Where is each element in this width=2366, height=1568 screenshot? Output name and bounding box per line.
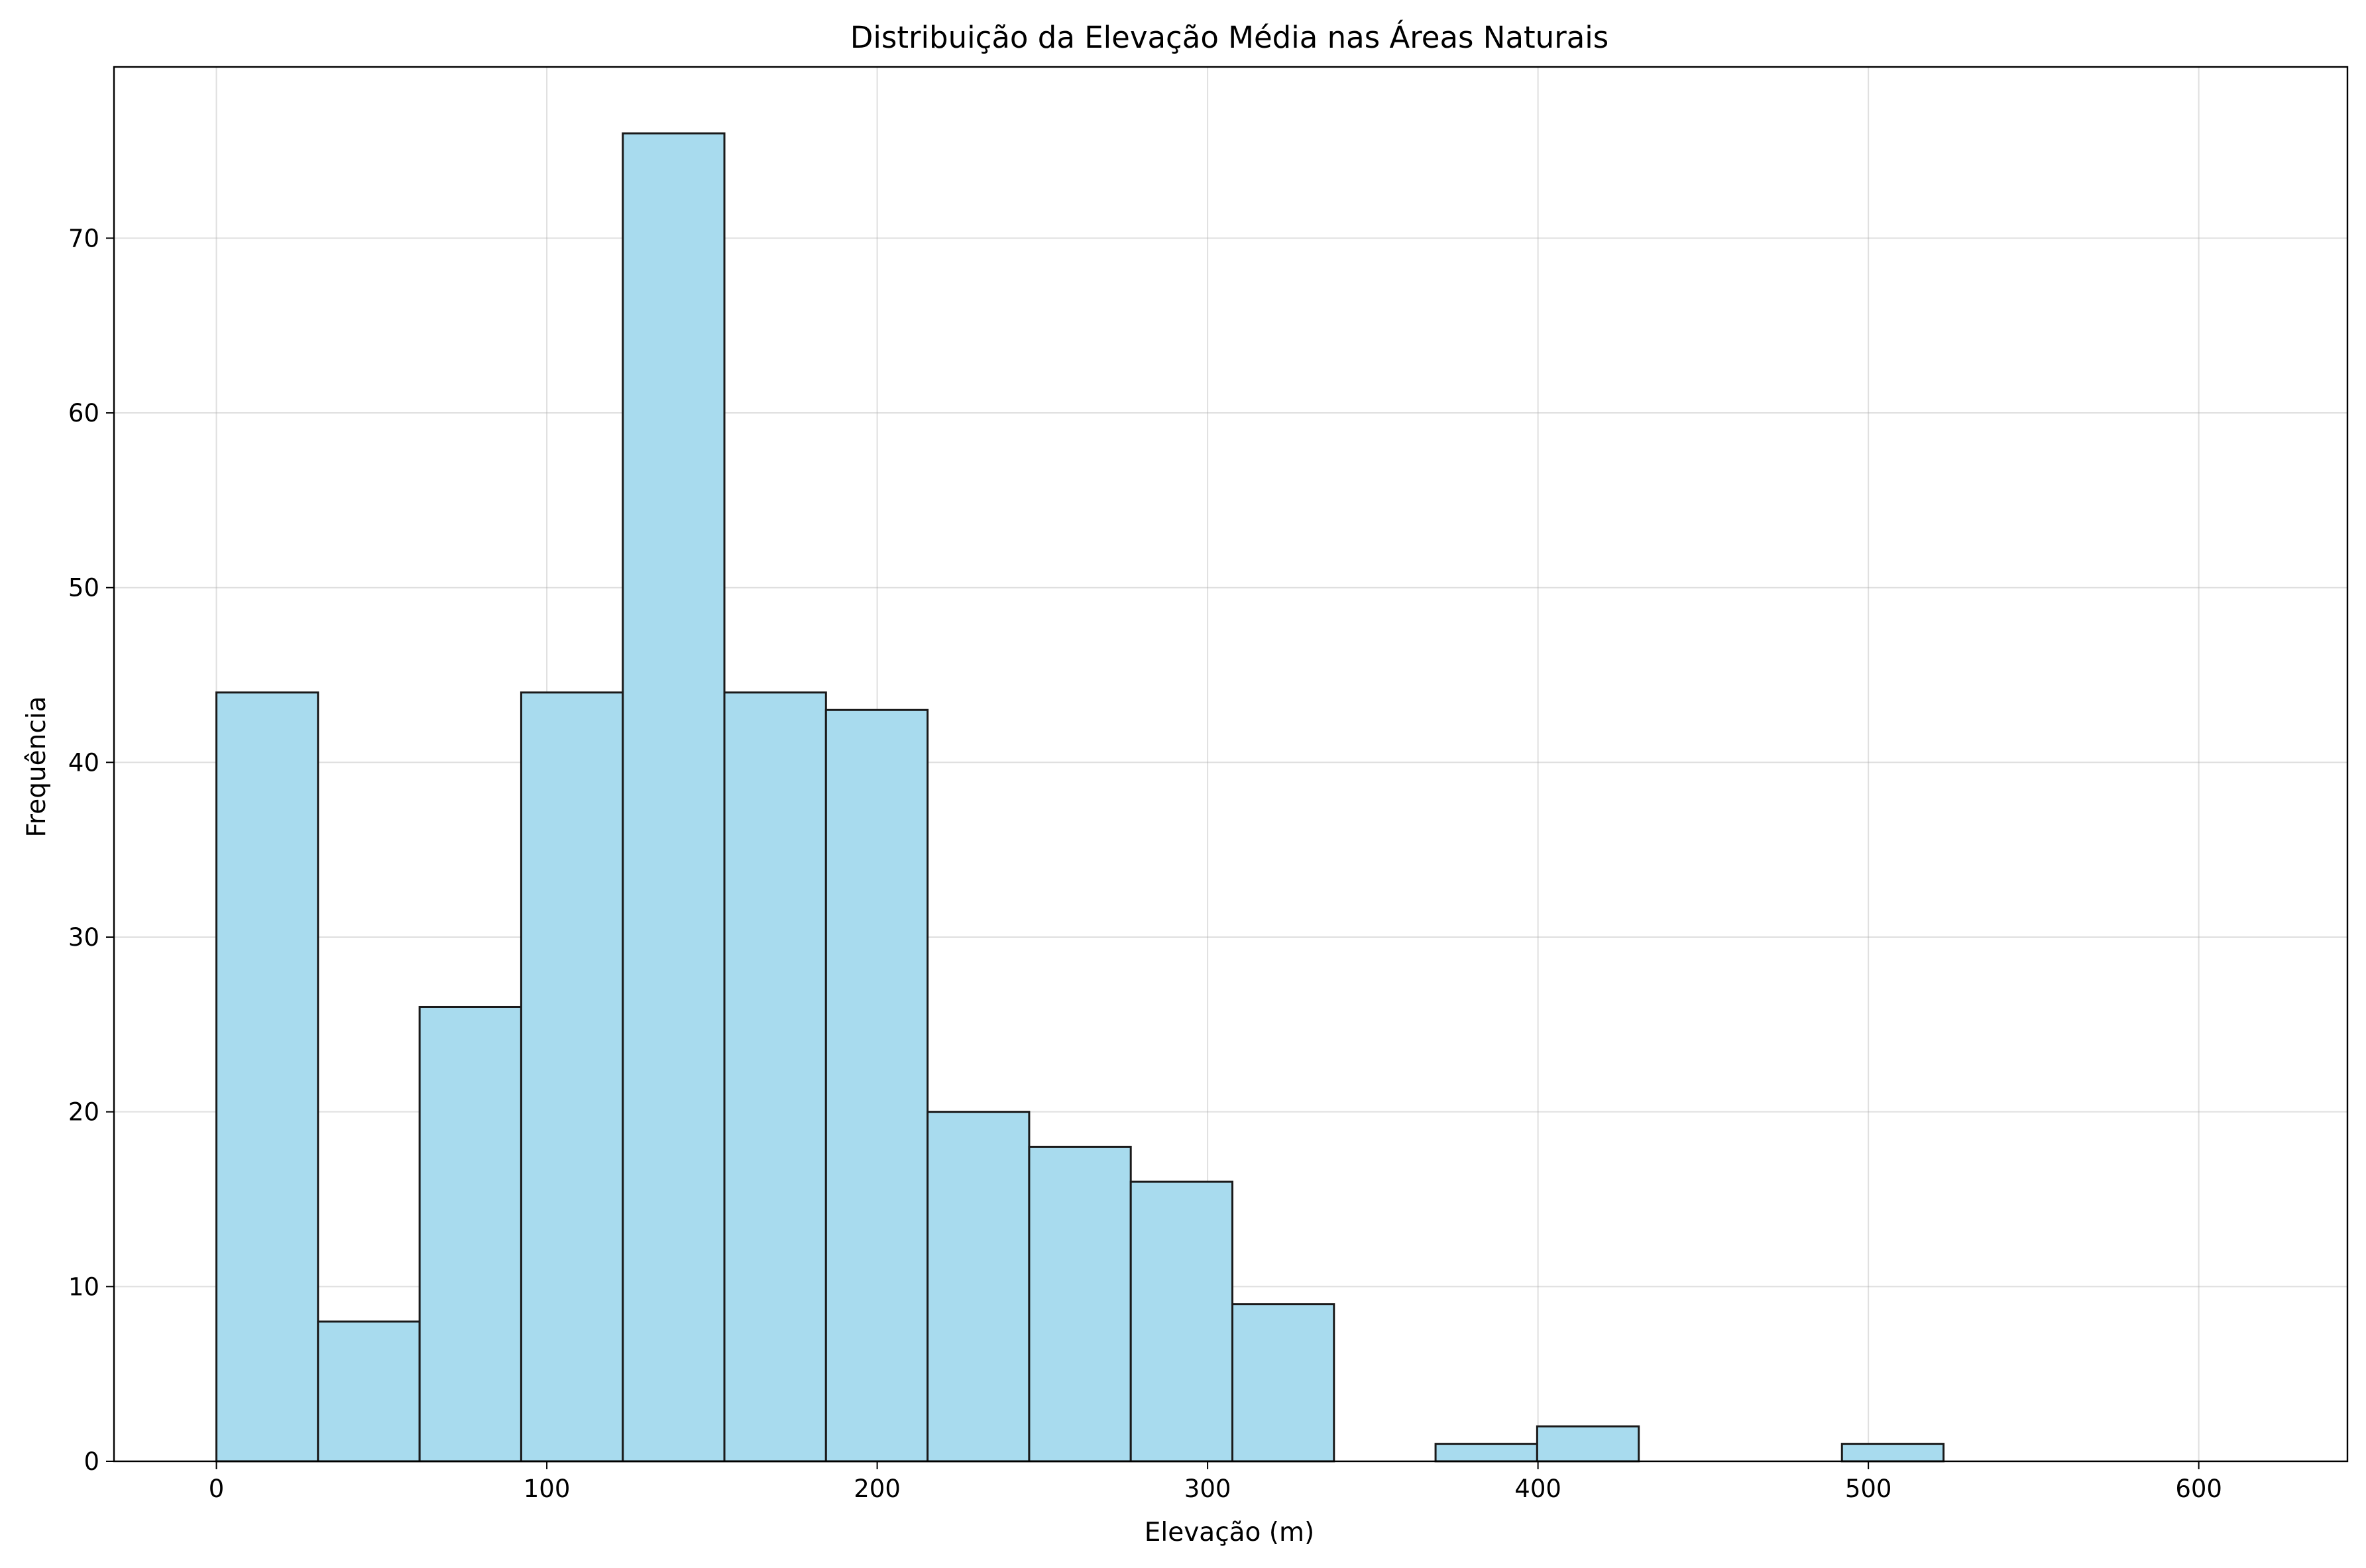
x-tick-label: 200 [854,1475,901,1503]
x-tick-label: 600 [2175,1475,2222,1503]
histogram-bar [1129,1180,1233,1463]
x-axis-label: Elevação (m) [1145,1518,1314,1547]
histogram-bar [927,1111,1031,1463]
y-tick-label: 20 [68,1098,99,1127]
histogram-bar [520,691,624,1463]
y-tick-label: 0 [84,1447,99,1476]
ticks-layer: 0 100 200 300 400 500 600 0 10 20 30 40 50 60 70 [68,224,2222,1503]
y-tick-label: 50 [68,574,99,602]
y-tick-label: 60 [68,399,99,427]
histogram-bar [418,1005,522,1463]
histogram-bar [723,691,827,1463]
histogram-bar [622,132,726,1463]
chart-title: Distribuição da Elevação Média nas Áreas… [850,20,1608,55]
histogram-bar [1840,1443,1945,1463]
x-tick-label: 400 [1514,1475,1561,1503]
y-tick-label: 30 [68,923,99,952]
histogram-bar [1028,1145,1132,1463]
y-tick-label: 10 [68,1272,99,1301]
histogram-bar [1231,1303,1335,1463]
y-tick-label: 70 [68,224,99,252]
histogram-bar [1434,1443,1538,1463]
y-tick-label: 40 [68,748,99,777]
histogram-bar [1536,1425,1640,1463]
x-tick-label: 300 [1184,1475,1231,1503]
histogram-bar [215,691,319,1463]
x-tick-label: 500 [1845,1475,1892,1503]
plot-frame [113,66,2349,1463]
histogram-bar [317,1320,421,1463]
histogram-bar [824,708,929,1463]
x-tick-label: 0 [209,1475,225,1503]
x-tick-label: 100 [524,1475,571,1503]
bars-layer [215,132,1945,1463]
y-axis-label: Frequência [22,696,52,837]
